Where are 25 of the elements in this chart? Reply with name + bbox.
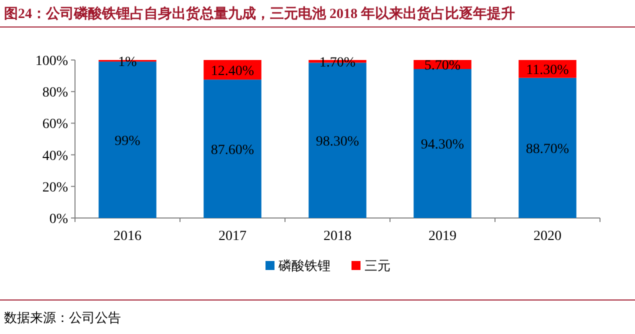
source-note: 数据来源：公司公告 — [4, 310, 121, 325]
y-tick-label: 100% — [35, 54, 68, 69]
data-label: 11.30% — [526, 62, 570, 78]
y-tick-label: 40% — [42, 148, 68, 164]
chart-title: 图24：公司磷酸铁锂占自身出货总量九成，三元电池 2018 年以来出货占比逐年提升 — [4, 5, 515, 22]
bar — [518, 78, 576, 218]
data-label: 87.60% — [210, 142, 254, 158]
x-tick-label: 2017 — [218, 229, 246, 244]
legend-label: 磷酸铁锂 — [278, 258, 330, 273]
y-tick-label: 0% — [49, 212, 68, 227]
y-tick-label: 20% — [42, 180, 68, 196]
legend-label: 三元 — [364, 258, 390, 273]
data-label: 98.30% — [316, 134, 360, 150]
x-tick-label: 2018 — [324, 229, 352, 244]
bar — [204, 80, 262, 218]
y-tick-label: 80% — [42, 86, 68, 101]
x-tick-label: 2016 — [114, 229, 142, 244]
data-label: 12.40% — [210, 64, 254, 79]
x-tick-label: 2019 — [428, 229, 456, 244]
data-label: 99% — [114, 134, 141, 149]
y-tick-label: 60% — [42, 117, 68, 132]
data-label: 88.70% — [526, 142, 570, 157]
data-label: 94.30% — [420, 138, 464, 153]
bar — [414, 69, 472, 218]
x-tick-label: 2020 — [534, 229, 562, 244]
